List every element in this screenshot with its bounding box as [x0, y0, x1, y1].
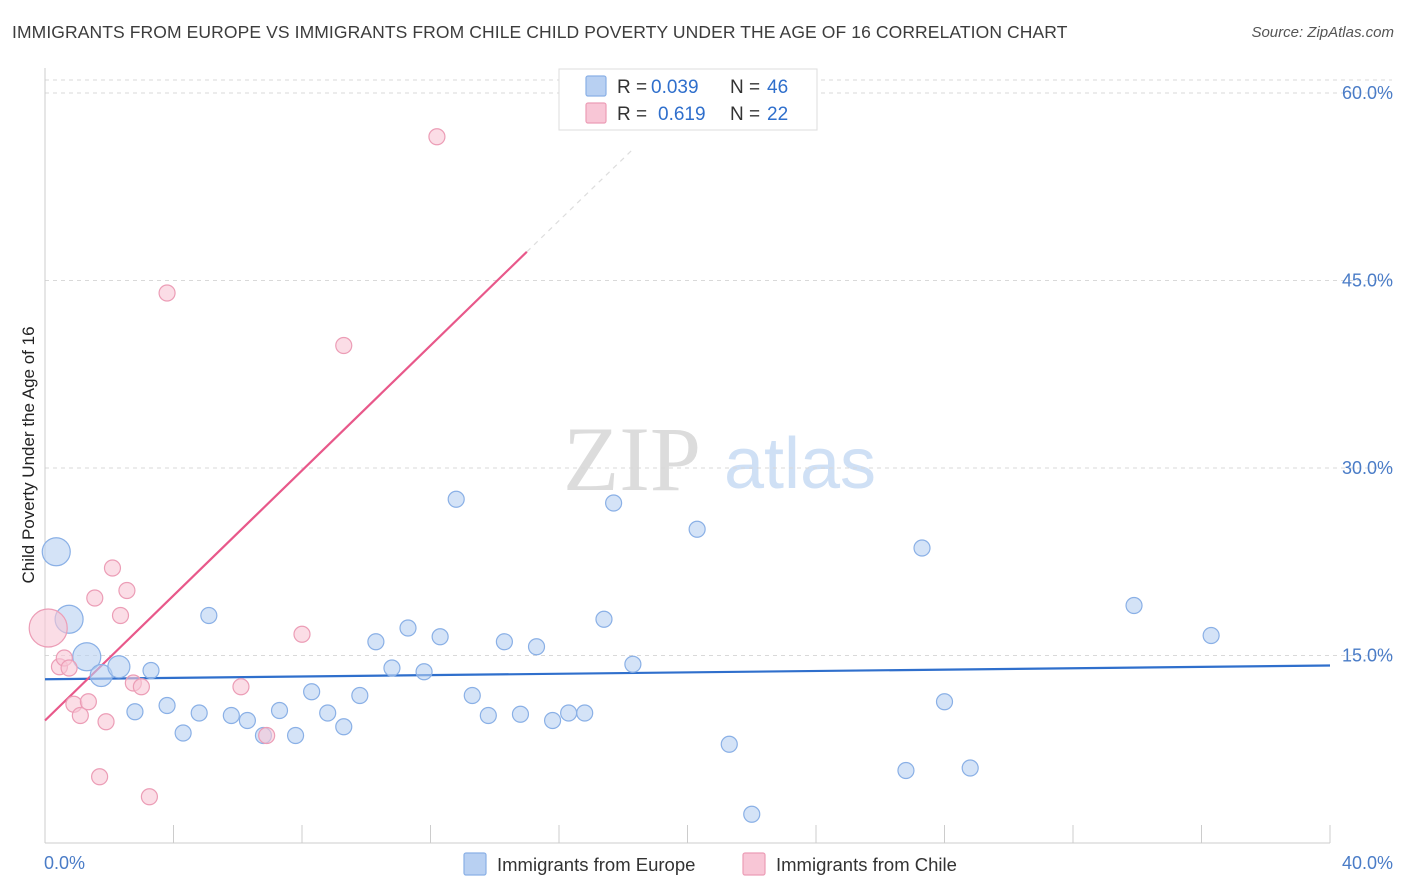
chile-point	[103, 559, 122, 577]
europe-point	[560, 704, 578, 722]
grid-lines	[45, 79, 1392, 656]
x-tick-label-min: 0.0%	[44, 853, 85, 873]
y-axis-title: Child Poverty Under the Age of 16	[19, 326, 38, 583]
chile-trend-line	[44, 250, 528, 722]
y-tick-label: 30.0%	[1342, 458, 1393, 478]
europe-n-label: N =	[730, 77, 760, 98]
europe-point	[41, 537, 71, 567]
europe-point	[576, 704, 594, 722]
chile-point	[232, 678, 250, 696]
europe-point	[463, 686, 481, 705]
europe-point	[913, 539, 931, 557]
europe-trend-line	[44, 664, 1331, 681]
stats-legend: R = 0.039 N = 46 R = 0.619 N = 22	[558, 68, 818, 131]
chile-point	[111, 606, 130, 625]
legend-europe-label: Immigrants from Europe	[497, 854, 695, 875]
europe-point	[479, 706, 497, 725]
europe-point	[543, 711, 562, 730]
europe-point	[399, 619, 417, 637]
europe-point	[961, 759, 979, 777]
x-tick-label-max: 40.0%	[1342, 853, 1393, 873]
chile-point	[258, 726, 276, 745]
europe-point	[431, 628, 449, 646]
europe-point	[605, 494, 623, 512]
europe-point	[1125, 596, 1143, 615]
chile-point	[118, 581, 136, 600]
europe-point	[897, 761, 915, 780]
chile-point	[28, 608, 68, 648]
chile-n-label: N =	[730, 104, 760, 125]
chile-point	[60, 659, 78, 677]
europe-point	[743, 805, 761, 823]
chile-point	[293, 625, 311, 643]
europe-point	[200, 606, 218, 625]
europe-point	[303, 683, 321, 701]
europe-point	[222, 706, 240, 725]
europe-point	[238, 711, 256, 730]
europe-point	[624, 655, 642, 673]
trend-lines	[44, 148, 1331, 722]
europe-point	[286, 726, 305, 745]
europe-point	[447, 490, 465, 508]
chile-point	[428, 128, 446, 146]
europe-point	[595, 610, 613, 628]
europe-swatch	[585, 75, 607, 97]
europe-point	[351, 686, 369, 705]
europe-point	[495, 633, 513, 651]
chile-n-value: 22	[767, 104, 788, 125]
europe-point	[511, 705, 530, 723]
chile-point	[79, 693, 97, 711]
watermark-zip: ZIP	[563, 408, 701, 510]
europe-point	[383, 659, 401, 677]
chile-point	[132, 678, 150, 696]
europe-point	[270, 701, 289, 720]
europe-r-label: R =	[617, 77, 647, 98]
europe-point	[935, 693, 954, 711]
legend-europe-swatch	[463, 852, 487, 876]
chile-point	[335, 336, 353, 355]
chile-swatch	[585, 102, 607, 124]
chile-trend-extension	[526, 148, 634, 253]
chile-point	[140, 788, 159, 806]
europe-point	[720, 735, 738, 753]
y-tick-label: 45.0%	[1342, 271, 1393, 291]
data-points	[28, 128, 1220, 823]
europe-point	[190, 704, 208, 722]
europe-point	[107, 655, 131, 679]
europe-n-value: 46	[767, 77, 788, 98]
europe-point	[158, 696, 176, 715]
europe-point	[174, 724, 192, 742]
europe-point	[527, 638, 546, 656]
watermark-atlas: atlas	[724, 424, 876, 504]
watermark: ZIP atlas	[563, 408, 876, 510]
chile-point	[158, 284, 176, 302]
chile-point	[91, 768, 109, 786]
chile-point	[97, 713, 115, 731]
europe-point	[126, 703, 144, 721]
europe-point	[1202, 626, 1220, 645]
chile-point	[86, 589, 104, 607]
chart-title: IMMIGRANTS FROM EUROPE VS IMMIGRANTS FRO…	[12, 22, 1068, 42]
legend-chile-label: Immigrants from Chile	[776, 854, 957, 875]
europe-point	[367, 633, 385, 651]
tick-labels: 15.0% 30.0% 45.0% 60.0% 0.0% 40.0%	[44, 83, 1393, 873]
europe-point	[688, 520, 706, 538]
y-tick-label: 15.0%	[1342, 646, 1393, 666]
chile-point	[71, 706, 89, 725]
series-legend: Immigrants from Europe Immigrants from C…	[463, 852, 957, 876]
europe-point	[415, 663, 433, 681]
source-credit: Source: ZipAtlas.com	[1251, 24, 1394, 41]
europe-point	[319, 704, 337, 722]
europe-point	[335, 718, 353, 736]
chile-r-value: 0.619	[658, 104, 706, 125]
y-tick-label: 60.0%	[1342, 83, 1393, 103]
europe-r-value: 0.039	[651, 77, 699, 98]
legend-chile-swatch	[742, 852, 766, 876]
europe-point	[142, 661, 160, 680]
chile-r-label: R =	[617, 104, 647, 125]
